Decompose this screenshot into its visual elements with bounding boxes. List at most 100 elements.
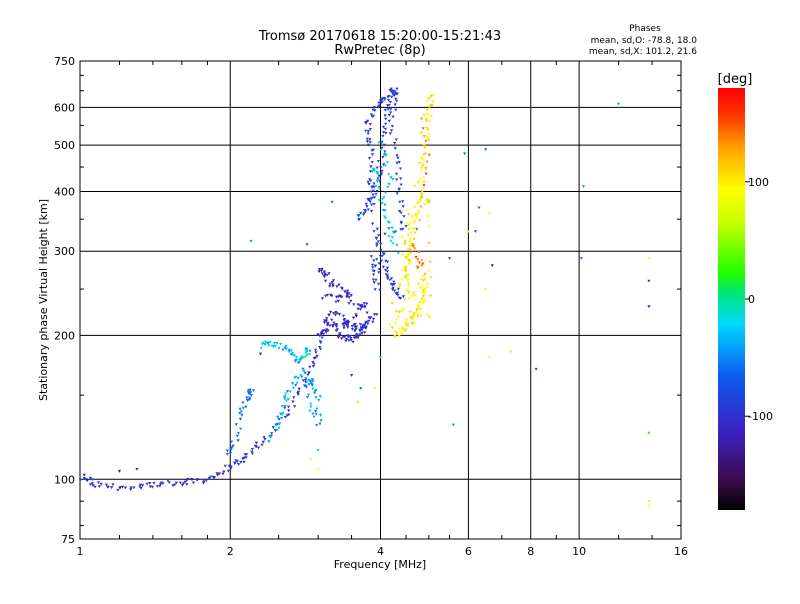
y-tick-label: 750 xyxy=(54,55,75,68)
echo-point xyxy=(373,109,377,113)
echo-point xyxy=(421,301,425,305)
echo-point xyxy=(299,374,303,377)
echo-point xyxy=(421,262,425,266)
echo-point xyxy=(348,335,352,338)
echo-point xyxy=(411,242,416,246)
echo-point xyxy=(382,252,386,256)
echo-point xyxy=(428,294,432,298)
echo-point xyxy=(431,100,435,104)
echo-point xyxy=(420,117,424,121)
echo-point xyxy=(317,270,321,274)
echo-point xyxy=(417,261,422,265)
echo-point xyxy=(250,452,254,456)
echo-point xyxy=(283,406,287,410)
echo-point xyxy=(393,91,397,95)
echo-point xyxy=(314,412,318,416)
echo-point xyxy=(395,99,399,103)
echo-point xyxy=(301,356,305,359)
echo-point xyxy=(254,441,258,445)
echo-point xyxy=(367,199,371,202)
echo-point xyxy=(384,122,388,126)
echo-point xyxy=(403,269,407,273)
echo-point xyxy=(378,288,382,292)
echo-point xyxy=(415,202,419,205)
echo-point xyxy=(375,171,379,174)
echo-point xyxy=(392,280,396,284)
echo-point xyxy=(383,150,387,153)
echo-point xyxy=(279,412,283,416)
echo-point xyxy=(245,396,249,400)
echo-point xyxy=(314,396,318,399)
y-tick-label: 100 xyxy=(54,473,75,486)
echo-point xyxy=(380,202,384,205)
echo-point xyxy=(321,332,326,336)
echo-point xyxy=(463,152,467,156)
echo-point xyxy=(223,464,227,468)
echo-point xyxy=(397,334,401,338)
echo-point xyxy=(314,410,318,413)
phases-heading: Phases xyxy=(629,24,661,34)
echo-point xyxy=(93,485,97,489)
echo-point xyxy=(404,328,408,331)
echo-point xyxy=(400,278,405,281)
echo-point xyxy=(316,468,320,471)
echo-point xyxy=(429,94,433,98)
echo-point xyxy=(423,147,427,150)
echo-point xyxy=(335,312,339,315)
echo-point xyxy=(385,266,390,270)
echo-point xyxy=(372,114,376,118)
echo-point xyxy=(294,383,298,387)
echo-point xyxy=(251,389,255,393)
echo-point xyxy=(417,200,421,204)
echo-point xyxy=(238,411,242,415)
echo-point xyxy=(396,287,400,291)
echo-point xyxy=(394,172,399,176)
echo-point xyxy=(407,213,411,217)
echo-point xyxy=(96,481,100,485)
echo-point xyxy=(353,323,357,326)
echo-point xyxy=(344,337,349,341)
echo-point xyxy=(425,160,429,164)
echo-point xyxy=(331,325,335,328)
echo-point xyxy=(534,367,538,371)
echo-point xyxy=(420,156,424,160)
echo-point xyxy=(375,258,379,261)
echo-point xyxy=(412,221,416,225)
echo-point xyxy=(487,356,491,359)
echo-point xyxy=(408,221,412,225)
echo-point xyxy=(261,341,265,345)
echo-point xyxy=(283,415,287,419)
echo-point xyxy=(350,374,354,377)
echo-point xyxy=(388,278,392,282)
echo-point xyxy=(395,318,399,322)
echo-point xyxy=(581,185,585,188)
echo-point xyxy=(390,326,394,330)
echo-point xyxy=(148,482,152,485)
echo-point xyxy=(404,289,409,292)
echo-point xyxy=(158,484,162,488)
echo-point xyxy=(400,326,405,329)
echo-point xyxy=(234,459,238,463)
echo-point xyxy=(404,222,409,226)
echo-point xyxy=(377,234,381,237)
echo-point xyxy=(371,148,375,152)
echo-point xyxy=(270,432,274,435)
echo-point xyxy=(373,387,377,390)
echo-point xyxy=(379,99,383,103)
echo-point xyxy=(419,314,423,318)
echo-point xyxy=(509,350,513,354)
echo-point xyxy=(422,176,426,180)
echo-point xyxy=(366,180,370,184)
echo-point xyxy=(400,309,405,313)
echo-point xyxy=(427,225,431,228)
echo-point xyxy=(364,121,368,124)
echo-point xyxy=(378,356,383,359)
echo-point xyxy=(425,285,429,289)
echo-point xyxy=(408,260,413,263)
colorbar xyxy=(718,88,745,510)
echo-point xyxy=(416,304,420,307)
echo-point xyxy=(320,336,324,340)
echo-point xyxy=(393,141,397,145)
echo-point xyxy=(272,342,277,345)
